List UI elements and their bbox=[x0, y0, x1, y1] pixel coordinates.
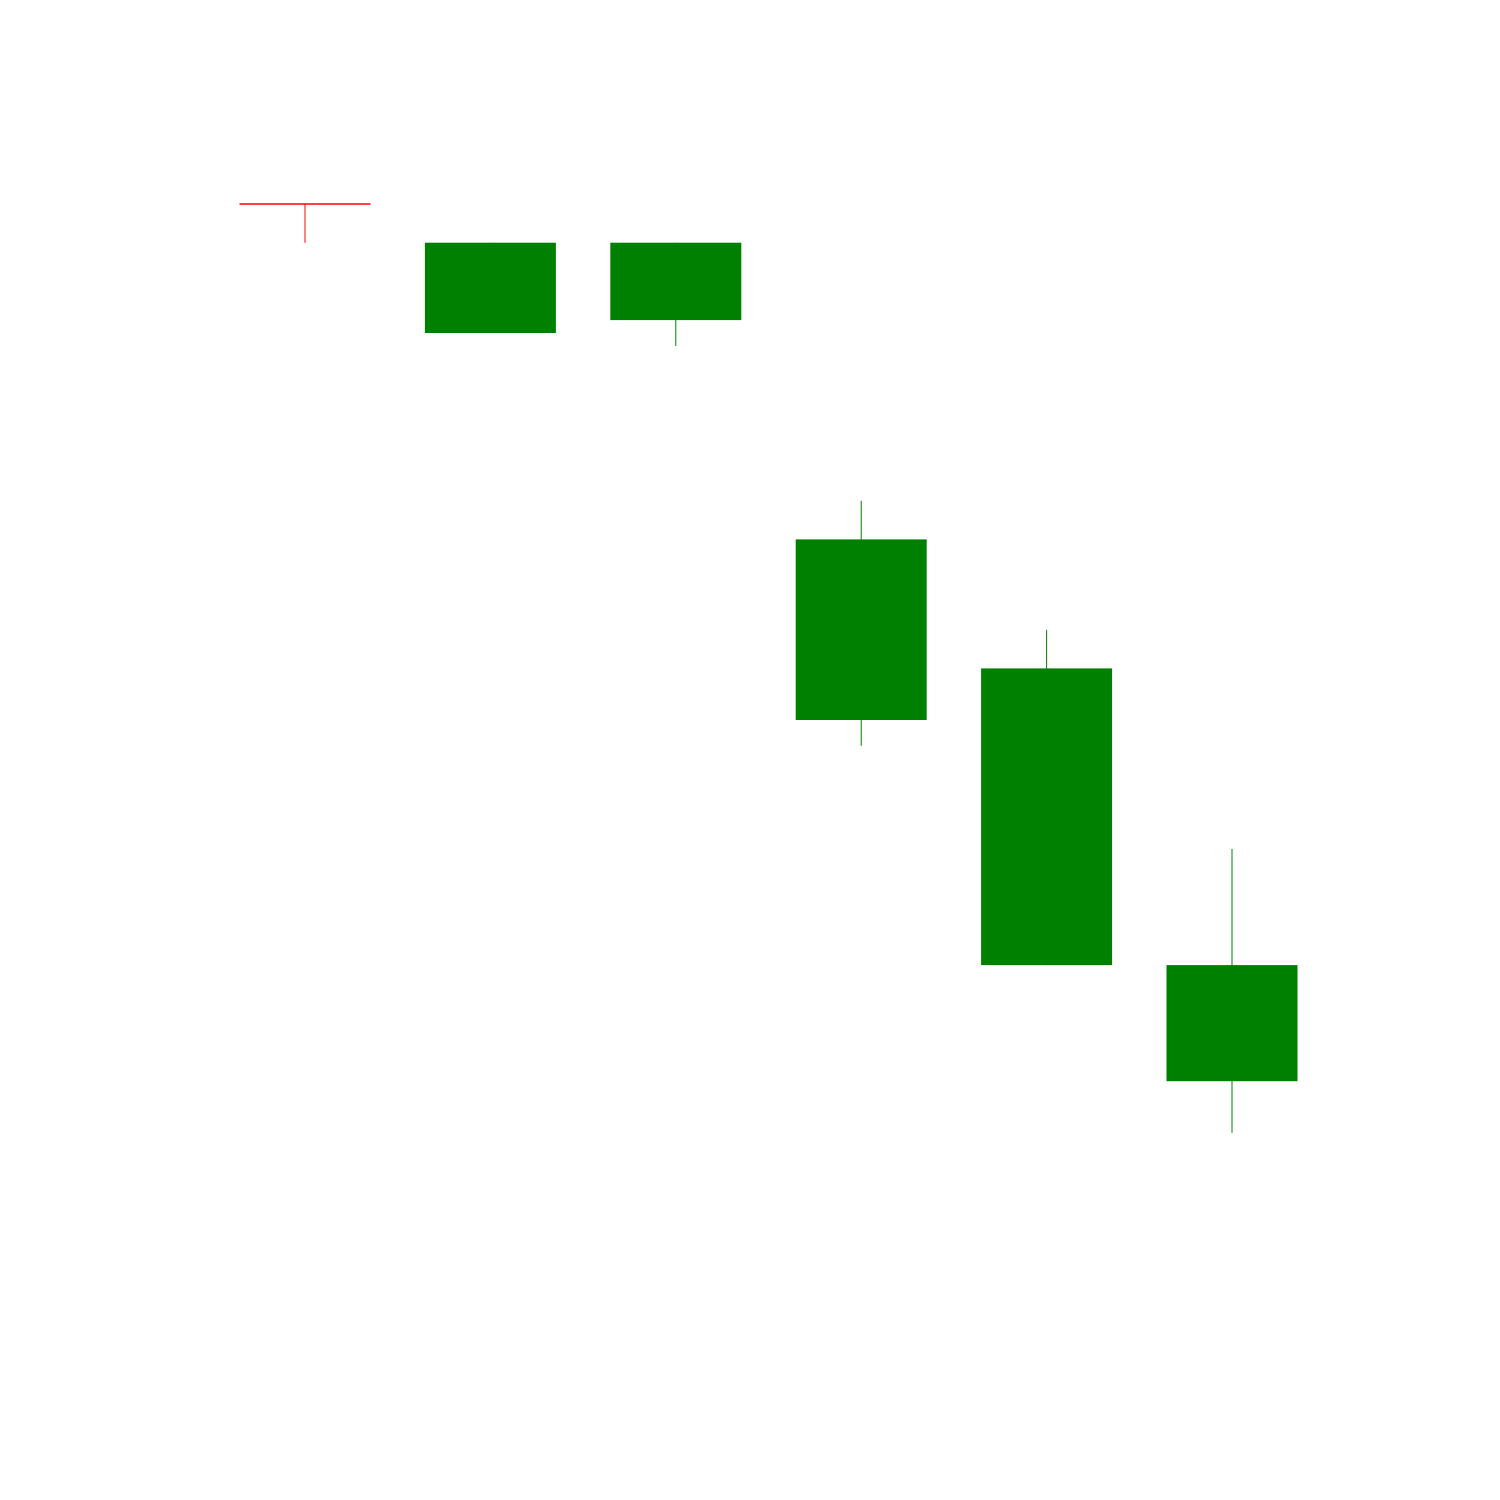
candle-4 bbox=[795, 500, 927, 746]
candle-1 bbox=[239, 203, 371, 243]
candle-body bbox=[610, 242, 742, 321]
candle-3 bbox=[610, 242, 742, 346]
candle-body bbox=[424, 242, 556, 333]
candle-body bbox=[981, 668, 1113, 966]
candle-body bbox=[795, 539, 927, 720]
candles-layer bbox=[239, 203, 1298, 1133]
candle-5 bbox=[981, 629, 1113, 966]
candle-6 bbox=[1166, 849, 1298, 1133]
candle-body bbox=[1166, 965, 1298, 1082]
candle-2 bbox=[424, 242, 556, 333]
